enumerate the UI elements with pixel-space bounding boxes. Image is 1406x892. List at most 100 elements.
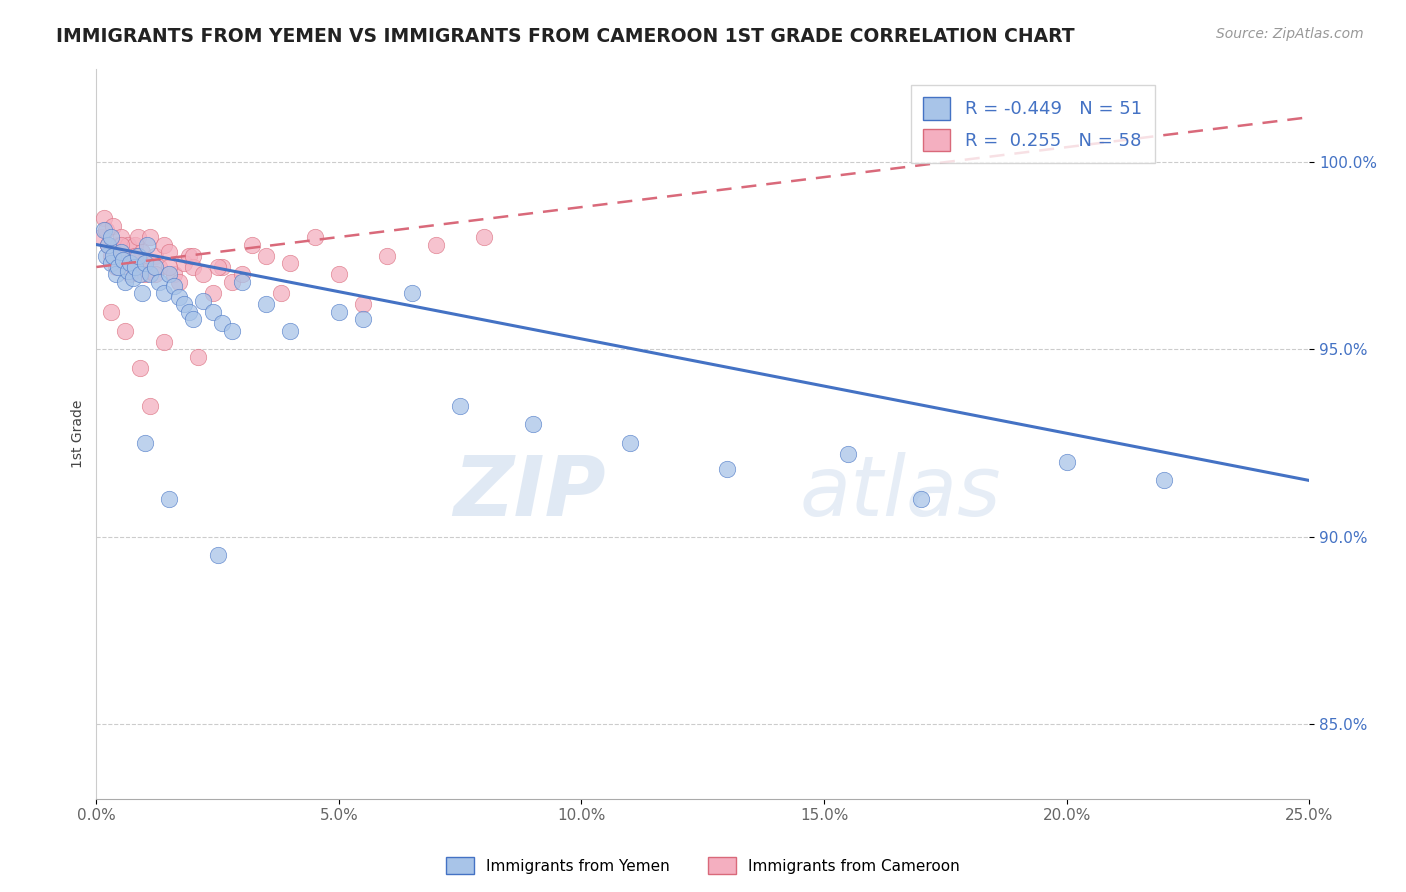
Point xyxy=(328,268,350,282)
Point xyxy=(117,264,139,278)
Point xyxy=(1153,474,1175,488)
Point xyxy=(134,252,156,267)
Point xyxy=(211,316,233,330)
Point xyxy=(201,286,224,301)
Point xyxy=(221,324,243,338)
Point xyxy=(231,268,253,282)
Legend: R = -0.449   N = 51, R =  0.255   N = 58: R = -0.449 N = 51, R = 0.255 N = 58 xyxy=(911,85,1154,163)
Point xyxy=(153,237,176,252)
Point xyxy=(177,305,200,319)
Point xyxy=(254,249,277,263)
Point xyxy=(136,264,159,278)
Point xyxy=(163,278,186,293)
Point xyxy=(134,268,156,282)
Text: ZIP: ZIP xyxy=(453,451,606,533)
Point xyxy=(131,286,153,301)
Text: Source: ZipAtlas.com: Source: ZipAtlas.com xyxy=(1216,27,1364,41)
Point xyxy=(114,256,136,270)
Point xyxy=(177,249,200,263)
Point xyxy=(112,249,135,263)
Point xyxy=(173,297,195,311)
Point xyxy=(129,361,152,376)
Point xyxy=(352,312,374,326)
Point xyxy=(136,237,159,252)
Point xyxy=(191,293,214,308)
Point xyxy=(221,275,243,289)
Point xyxy=(328,305,350,319)
Point xyxy=(121,249,143,263)
Point xyxy=(167,275,190,289)
Point xyxy=(148,260,170,274)
Point xyxy=(134,436,156,450)
Point xyxy=(138,399,160,413)
Point xyxy=(103,219,125,233)
Point xyxy=(910,492,932,507)
Point xyxy=(121,271,143,285)
Point xyxy=(183,260,205,274)
Point xyxy=(94,249,117,263)
Point xyxy=(207,260,229,274)
Point xyxy=(157,245,180,260)
Point xyxy=(107,237,129,252)
Point xyxy=(104,268,127,282)
Point xyxy=(117,237,139,252)
Point xyxy=(231,275,253,289)
Point xyxy=(100,230,122,244)
Point xyxy=(619,436,641,450)
Point xyxy=(110,245,132,260)
Point xyxy=(127,230,149,244)
Point xyxy=(201,305,224,319)
Point xyxy=(100,249,122,263)
Point xyxy=(449,399,471,413)
Point xyxy=(120,256,142,270)
Point xyxy=(254,297,277,311)
Point xyxy=(183,312,205,326)
Point xyxy=(716,462,738,476)
Point xyxy=(143,268,166,282)
Point xyxy=(124,237,146,252)
Point xyxy=(148,275,170,289)
Point xyxy=(131,245,153,260)
Point xyxy=(377,249,399,263)
Point xyxy=(138,268,160,282)
Point xyxy=(157,260,180,274)
Point xyxy=(153,334,176,349)
Point xyxy=(114,275,136,289)
Text: atlas: atlas xyxy=(800,451,1001,533)
Point xyxy=(129,260,152,274)
Point xyxy=(110,230,132,244)
Point xyxy=(280,256,302,270)
Point xyxy=(110,237,132,252)
Point xyxy=(93,222,115,236)
Point xyxy=(112,252,135,267)
Point xyxy=(124,249,146,263)
Point xyxy=(153,286,176,301)
Point xyxy=(103,249,125,263)
Point xyxy=(157,268,180,282)
Point xyxy=(837,447,859,461)
Point xyxy=(143,260,166,274)
Text: IMMIGRANTS FROM YEMEN VS IMMIGRANTS FROM CAMEROON 1ST GRADE CORRELATION CHART: IMMIGRANTS FROM YEMEN VS IMMIGRANTS FROM… xyxy=(56,27,1074,45)
Point xyxy=(173,256,195,270)
Point xyxy=(138,230,160,244)
Point xyxy=(94,222,117,236)
Point xyxy=(143,249,166,263)
Point xyxy=(120,268,142,282)
Point xyxy=(163,268,186,282)
Point xyxy=(114,324,136,338)
Point xyxy=(100,305,122,319)
Point xyxy=(304,230,326,244)
Legend: Immigrants from Yemen, Immigrants from Cameroon: Immigrants from Yemen, Immigrants from C… xyxy=(440,851,966,880)
Point xyxy=(191,268,214,282)
Point xyxy=(97,237,120,252)
Point xyxy=(90,230,112,244)
Point xyxy=(401,286,423,301)
Point xyxy=(157,492,180,507)
Point xyxy=(187,350,209,364)
Point xyxy=(1056,455,1078,469)
Point xyxy=(107,260,129,274)
Point xyxy=(352,297,374,311)
Point xyxy=(270,286,292,301)
Point xyxy=(134,256,156,270)
Point xyxy=(474,230,496,244)
